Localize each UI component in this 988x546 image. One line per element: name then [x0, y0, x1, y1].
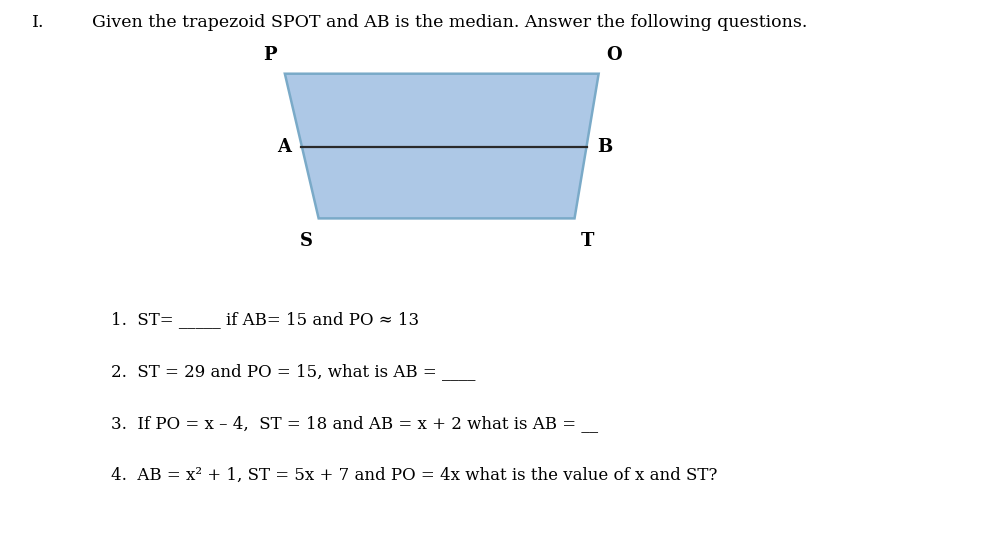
Text: 4.  AB = x² + 1, ST = 5x + 7 and PO = 4x what is the value of x and ST?: 4. AB = x² + 1, ST = 5x + 7 and PO = 4x …	[111, 467, 717, 484]
Text: P: P	[264, 46, 277, 64]
Text: T: T	[580, 232, 594, 250]
Text: I.: I.	[32, 14, 44, 31]
Text: 3.  If PO = x – 4,  ST = 18 and AB = x + 2 what is AB = __: 3. If PO = x – 4, ST = 18 and AB = x + 2…	[111, 415, 598, 432]
Text: 1.  ST= _____ if AB= 15 and PO ≈ 13: 1. ST= _____ if AB= 15 and PO ≈ 13	[111, 311, 419, 328]
Text: B: B	[597, 139, 612, 156]
Text: S: S	[299, 232, 313, 250]
Polygon shape	[285, 74, 599, 218]
Text: Given the trapezoid SPOT and AB is the median. Answer the following questions.: Given the trapezoid SPOT and AB is the m…	[92, 14, 807, 31]
Text: O: O	[607, 46, 622, 64]
Text: A: A	[278, 139, 291, 156]
Text: 2.  ST = 29 and PO = 15, what is AB = ____: 2. ST = 29 and PO = 15, what is AB = ___…	[111, 363, 475, 380]
